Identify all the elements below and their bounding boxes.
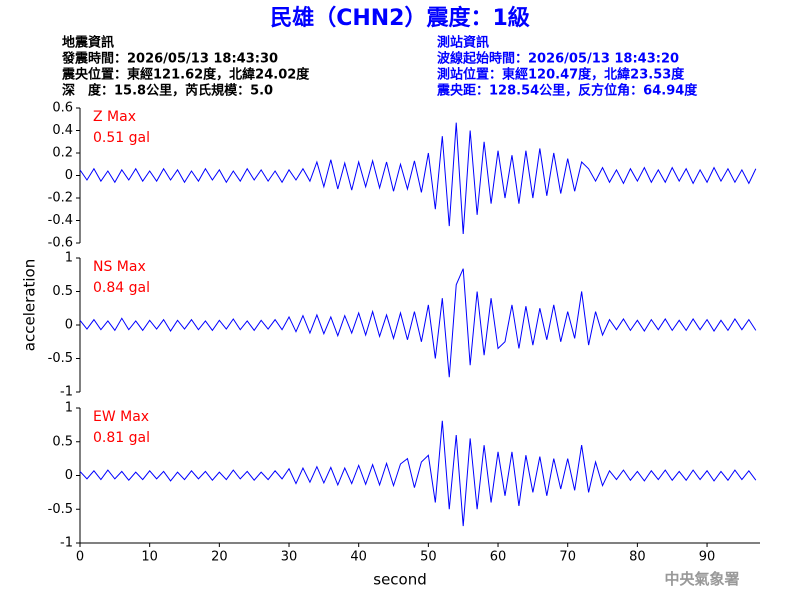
watermark: 中央氣象署 <box>664 570 739 588</box>
y-tick-label: 0.6 <box>52 101 73 116</box>
x-tick-label: 60 <box>490 550 507 565</box>
max-annotation: 0.51 gal <box>93 130 150 146</box>
y-tick-label: 1 <box>65 401 73 416</box>
y-tick-label: -0.5 <box>48 351 73 366</box>
x-tick-label: 10 <box>141 550 158 565</box>
y-tick-label: 0.5 <box>52 434 73 449</box>
max-annotation: Z Max <box>93 109 136 125</box>
y-tick-label: -0.2 <box>48 191 73 206</box>
info-line: 波線起始時間：2026/05/13 18:43:20 <box>437 51 679 67</box>
y-tick-label: 0 <box>65 468 73 483</box>
y-tick-label: -0.6 <box>48 236 73 251</box>
y-tick-label: -1 <box>60 536 73 551</box>
info-line: 震央位置：東經121.62度，北緯24.02度 <box>61 67 310 83</box>
x-axis-label: second <box>373 571 427 589</box>
max-annotation: EW Max <box>93 409 149 425</box>
x-tick-label: 0 <box>76 550 84 565</box>
y-tick-label: 0.5 <box>52 284 73 299</box>
waveform <box>79 122 757 235</box>
y-tick-label: 0 <box>65 168 73 183</box>
x-tick-label: 20 <box>211 550 228 565</box>
max-annotation: NS Max <box>93 259 146 275</box>
info-line: 發震時間：2026/05/13 18:43:30 <box>61 51 278 67</box>
x-tick-label: 50 <box>420 550 437 565</box>
waveform <box>79 268 757 378</box>
x-tick-label: 70 <box>559 550 576 565</box>
x-tick-label: 30 <box>281 550 298 565</box>
y-tick-label: -0.5 <box>48 502 73 517</box>
waveform <box>79 420 757 527</box>
info-line: 震央距：128.54公里，反方位角：64.94度 <box>436 83 698 99</box>
info-line: 地震資訊 <box>62 35 114 51</box>
y-tick-label: 0 <box>65 318 73 333</box>
chart-title: 民雄（CHN2）震度：1級 <box>270 5 530 31</box>
y-tick-label: 1 <box>65 251 73 266</box>
x-tick-label: 40 <box>350 550 367 565</box>
y-tick-label: 0.2 <box>52 146 73 161</box>
max-annotation: 0.81 gal <box>93 430 150 446</box>
y-tick-label: -1 <box>60 385 73 400</box>
x-tick-label: 90 <box>699 550 716 565</box>
info-line: 深 度：15.8公里，芮氏規模：5.0 <box>62 83 273 99</box>
info-line: 測站位置：東經120.47度，北緯23.53度 <box>437 67 685 83</box>
y-axis-label: acceleration <box>21 259 39 351</box>
max-annotation: 0.84 gal <box>93 280 150 296</box>
info-line: 測站資訊 <box>437 35 489 51</box>
y-tick-label: -0.4 <box>48 213 73 228</box>
y-tick-label: 0.4 <box>52 123 73 138</box>
x-tick-label: 80 <box>629 550 646 565</box>
